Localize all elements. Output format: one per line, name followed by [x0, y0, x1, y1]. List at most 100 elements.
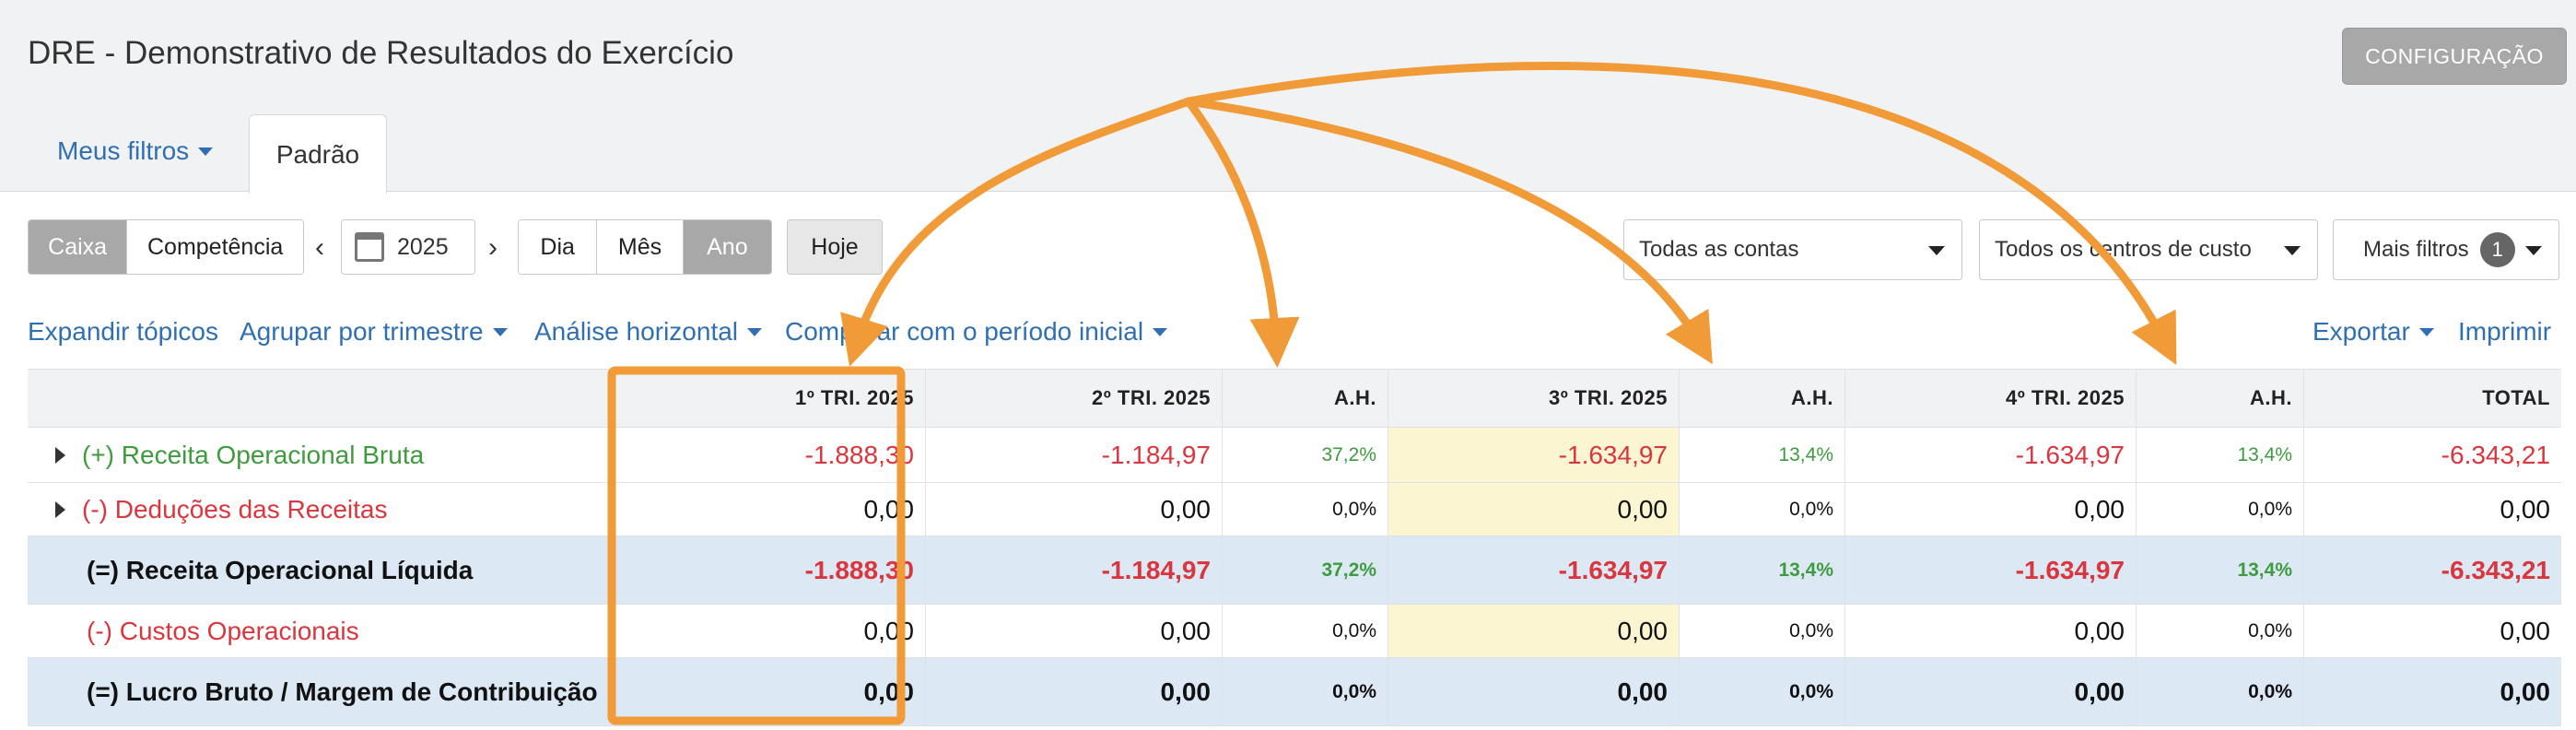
value-cell: -1.634,97: [1844, 428, 2136, 482]
calendar-icon: [355, 232, 384, 262]
header-q2[interactable]: 2º TRI. 2025: [925, 370, 1222, 427]
dropdown-arrow-icon: [1928, 246, 1945, 255]
header-q1[interactable]: 1º TRI. 2025: [614, 370, 925, 427]
chevron-down-icon: [1153, 327, 1168, 336]
ah-cell: 37,2%: [1222, 428, 1388, 482]
value-cell: -1.634,97: [1844, 536, 2136, 604]
ah-cell: 0,0%: [2136, 605, 2303, 657]
value-cell: 0,00: [925, 658, 1222, 725]
table-row[interactable]: (+) Receita Operacional Bruta -1.888,30 …: [28, 428, 2561, 483]
cost-centers-select-value: Todos os centros de custo: [1995, 237, 2252, 262]
dropdown-arrow-icon: [2525, 246, 2542, 255]
chevron-down-icon: [198, 147, 214, 156]
total-cell: 0,00: [2303, 605, 2561, 657]
horizontal-analysis-dropdown[interactable]: Análise horizontal: [534, 317, 763, 347]
next-year-arrow-icon[interactable]: ›: [488, 232, 498, 263]
row-label-cell: (=) Receita Operacional Líquida: [28, 536, 614, 604]
ah-cell: 0,0%: [2136, 658, 2303, 725]
header-ah-q3[interactable]: A.H.: [1679, 370, 1844, 427]
ah-cell: 13,4%: [1679, 428, 1844, 482]
horizontal-analysis-label: Análise horizontal: [534, 317, 739, 346]
ah-cell: 13,4%: [1679, 536, 1844, 604]
compare-initial-period-label: Comparar com o período inicial: [785, 317, 1144, 346]
group-by-quarter-label: Agrupar por trimestre: [240, 317, 484, 346]
header-q3[interactable]: 3º TRI. 2025: [1388, 370, 1679, 427]
period-month-button[interactable]: Mês: [597, 220, 684, 274]
ah-cell: 0,0%: [1222, 483, 1388, 536]
row-label-cell: (=) Lucro Bruto / Margem de Contribuição: [28, 658, 614, 725]
ah-cell: 13,4%: [2136, 536, 2303, 604]
table-row[interactable]: (-) Custos Operacionais 0,00 0,00 0,0% 0…: [28, 605, 2561, 658]
chevron-down-icon: [747, 327, 763, 336]
row-label: (=) Lucro Bruto / Margem de Contribuição: [87, 677, 598, 706]
value-cell: 0,00: [614, 658, 925, 725]
regime-competencia-button[interactable]: Competência: [127, 220, 303, 274]
ah-cell: 0,0%: [1679, 483, 1844, 536]
accounts-select[interactable]: Todas as contas: [1623, 219, 1962, 280]
value-cell: 0,00: [1388, 483, 1679, 536]
print-label: Imprimir: [2458, 317, 2552, 346]
chevron-down-icon: [2418, 327, 2434, 336]
regime-caixa-button[interactable]: Caixa: [29, 220, 128, 274]
tab-my-filters[interactable]: Meus filtros: [57, 136, 214, 166]
total-cell: -6.343,21: [2303, 428, 2561, 482]
value-cell: -1.634,97: [1388, 428, 1679, 482]
table-row[interactable]: (=) Receita Operacional Líquida -1.888,3…: [28, 536, 2561, 605]
value-cell: 0,00: [614, 483, 925, 536]
ah-cell: 0,0%: [1222, 658, 1388, 725]
expand-topics-label: Expandir tópicos: [28, 317, 219, 346]
value-cell: 0,00: [1844, 658, 2136, 725]
row-label: (=) Receita Operacional Líquida: [87, 555, 474, 584]
header-ah-q4[interactable]: A.H.: [2136, 370, 2303, 427]
group-by-quarter-dropdown[interactable]: Agrupar por trimestre: [240, 317, 508, 347]
value-cell: -1.888,30: [614, 428, 925, 482]
ah-cell: 0,0%: [1222, 605, 1388, 657]
export-dropdown[interactable]: Exportar: [2313, 317, 2434, 347]
more-filters-button[interactable]: Mais filtros 1: [2333, 219, 2559, 280]
export-label: Exportar: [2313, 317, 2410, 346]
total-cell: -6.343,21: [2303, 536, 2561, 604]
period-year-button[interactable]: Ano: [683, 220, 771, 274]
ah-cell: 37,2%: [1222, 536, 1388, 604]
chevron-down-icon: [492, 327, 508, 336]
period-toggle: Dia Mês Ano: [518, 219, 772, 275]
cost-centers-select[interactable]: Todos os centros de custo: [1979, 219, 2318, 280]
today-button[interactable]: Hoje: [787, 219, 883, 275]
regime-toggle: Caixa Competência: [28, 219, 304, 275]
row-label: (+) Receita Operacional Bruta: [82, 440, 425, 469]
row-label-cell: (+) Receita Operacional Bruta: [28, 428, 614, 482]
header-ah-q2[interactable]: A.H.: [1222, 370, 1388, 427]
header-total[interactable]: TOTAL: [2303, 370, 2561, 427]
row-label: (-) Custos Operacionais: [87, 616, 359, 645]
header-q4[interactable]: 4º TRI. 2025: [1844, 370, 2136, 427]
year-picker[interactable]: 2025: [341, 219, 475, 275]
previous-year-arrow-icon[interactable]: ‹: [315, 232, 324, 263]
table-row[interactable]: (=) Lucro Bruto / Margem de Contribuição…: [28, 658, 2561, 726]
value-cell: 0,00: [1844, 605, 2136, 657]
more-filters-label: Mais filtros: [2363, 237, 2469, 262]
value-cell: 0,00: [925, 605, 1222, 657]
accounts-select-value: Todas as contas: [1639, 237, 1799, 262]
compare-initial-period-dropdown[interactable]: Comparar com o período inicial: [785, 317, 1168, 347]
value-cell: 0,00: [1388, 605, 1679, 657]
table-row[interactable]: (-) Deduções das Receitas 0,00 0,00 0,0%…: [28, 483, 2561, 536]
row-label-cell: (-) Custos Operacionais: [28, 605, 614, 657]
value-cell: 0,00: [614, 605, 925, 657]
print-link[interactable]: Imprimir: [2458, 317, 2551, 347]
period-day-button[interactable]: Dia: [519, 220, 598, 274]
expand-arrow-icon[interactable]: [55, 500, 65, 518]
ah-cell: 0,0%: [1679, 658, 1844, 725]
total-cell: 0,00: [2303, 658, 2561, 725]
value-cell: 0,00: [1388, 658, 1679, 725]
value-cell: -1.634,97: [1388, 536, 1679, 604]
row-label: (-) Deduções das Receitas: [82, 494, 388, 524]
ah-cell: 0,0%: [1679, 605, 1844, 657]
header-label-cell: [28, 370, 614, 427]
value-cell: 0,00: [1844, 483, 2136, 536]
configuration-button[interactable]: CONFIGURAÇÃO: [2342, 28, 2567, 85]
filter-count-badge: 1: [2479, 232, 2515, 267]
expand-arrow-icon[interactable]: [55, 446, 65, 464]
expand-topics-link[interactable]: Expandir tópicos: [28, 317, 218, 347]
tab-default[interactable]: Padrão: [249, 114, 387, 194]
value-cell: -1.184,97: [925, 536, 1222, 604]
